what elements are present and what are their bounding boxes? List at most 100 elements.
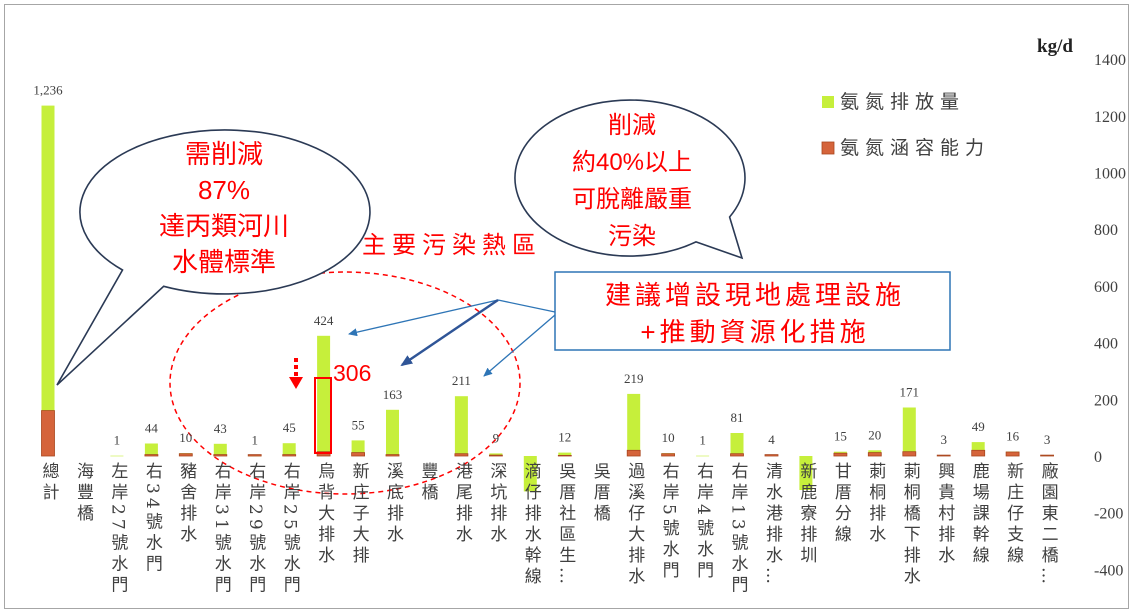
x-tick-label: 莿桐排水 bbox=[865, 462, 886, 546]
y-tick-label: 1000 bbox=[1094, 166, 1126, 183]
data-label: 44 bbox=[145, 421, 159, 436]
x-tick-label: 深坑排水 bbox=[486, 462, 507, 546]
emission-bar bbox=[558, 452, 572, 456]
emission-bar bbox=[110, 455, 124, 457]
emission-bar bbox=[41, 105, 55, 456]
capacity-bar bbox=[867, 452, 882, 457]
x-tick-label: 新庄仔支線 bbox=[1003, 462, 1024, 567]
data-label: 9 bbox=[493, 430, 500, 445]
right-callout-line: 可脫離嚴重 bbox=[572, 186, 692, 213]
x-tick-label: 豐橋 bbox=[417, 462, 438, 504]
emission-bar bbox=[454, 396, 468, 456]
capacity-bar bbox=[178, 453, 193, 457]
emission-bar bbox=[627, 393, 641, 456]
capacity-bar bbox=[936, 454, 951, 457]
data-label: 1 bbox=[699, 433, 706, 448]
x-tick-label: 豬舍排水 bbox=[176, 462, 197, 546]
capacity-bar bbox=[247, 454, 262, 457]
x-tick-label: 總計 bbox=[38, 462, 59, 504]
arrow-to-211-label bbox=[483, 314, 556, 377]
x-tick-label: 滴仔排水幹線 bbox=[520, 462, 541, 588]
emission-bar bbox=[213, 443, 227, 456]
suggestion-box bbox=[554, 271, 951, 351]
x-tick-label: 吳厝橋 bbox=[589, 462, 610, 525]
right-callout-bubble bbox=[514, 99, 746, 260]
y-tick-label: 400 bbox=[1094, 336, 1118, 353]
left-callout-line: 水體標準 bbox=[172, 247, 276, 277]
data-label: 1 bbox=[114, 433, 121, 448]
x-tick-label: 右岸25號水門 bbox=[279, 462, 300, 597]
capacity-bar bbox=[730, 453, 744, 457]
reduction-value-label: 306 bbox=[333, 360, 371, 386]
right-callout-line: 污染 bbox=[608, 223, 656, 250]
left-callout-line: 達丙類河川 bbox=[159, 211, 289, 241]
y-tick-label: -400 bbox=[1094, 562, 1123, 579]
data-label: 171 bbox=[900, 385, 920, 400]
bar-series-group bbox=[41, 105, 1054, 492]
capacity-bar bbox=[764, 454, 779, 457]
left-callout-line: 需削減 bbox=[185, 139, 263, 169]
arrow-to-424-label bbox=[348, 299, 499, 337]
y-tick-label: 1400 bbox=[1094, 52, 1126, 69]
x-tick-label: 港尾排水 bbox=[451, 462, 472, 546]
data-label: 1,236 bbox=[33, 83, 63, 98]
capacity-bar bbox=[971, 449, 986, 457]
x-tick-label: 清水港排水… bbox=[762, 462, 782, 588]
x-tick-label: 右岸5號水門 bbox=[658, 462, 679, 582]
legend-label-emission: 氨氮排放量 bbox=[840, 91, 965, 113]
data-label: 4 bbox=[768, 432, 775, 447]
emission-bar bbox=[696, 455, 710, 457]
data-label: 10 bbox=[662, 430, 675, 445]
suggestion-line: 建議增設現地處理設施 bbox=[605, 280, 905, 310]
y-axis-tick-group: 1400 1200 1000 800 600 400 200 0 -200 -400 bbox=[1094, 52, 1126, 579]
x-tick-label: 吳厝社區生… bbox=[555, 462, 576, 588]
arrow-connector-line bbox=[497, 299, 556, 313]
capacity-bar bbox=[557, 454, 572, 457]
data-label: 20 bbox=[868, 427, 881, 442]
emission-bar bbox=[799, 456, 813, 490]
data-label: 15 bbox=[834, 429, 847, 444]
capacity-bar bbox=[282, 454, 297, 457]
x-tick-label: 新鹿寮排圳 bbox=[796, 462, 817, 567]
emission-bar bbox=[386, 409, 399, 456]
right-callout-line: 約40%以上 bbox=[572, 149, 692, 176]
data-label: 3 bbox=[1044, 432, 1051, 447]
capacity-bar bbox=[626, 449, 641, 457]
chart-frame bbox=[4, 4, 1129, 609]
emission-bar bbox=[144, 443, 158, 456]
capacity-bar bbox=[1040, 454, 1054, 457]
emission-bar bbox=[351, 440, 365, 456]
capacity-bar bbox=[41, 410, 55, 457]
data-label: 43 bbox=[214, 421, 227, 436]
x-tick-label: 鹿場課幹線 bbox=[968, 462, 989, 567]
x-tick-label: 新庄子大排 bbox=[348, 462, 369, 567]
capacity-bar bbox=[454, 453, 469, 457]
data-label: 163 bbox=[383, 387, 403, 402]
x-tick-label: 右34號水門 bbox=[141, 462, 162, 576]
y-tick-label: 200 bbox=[1094, 392, 1118, 409]
emission-bar bbox=[730, 433, 744, 456]
y-tick-label: -200 bbox=[1094, 506, 1123, 523]
x-tick-label: 興貴村排水 bbox=[934, 462, 955, 567]
hotspot-circle bbox=[169, 271, 521, 495]
x-tick-label: 海豐橋 bbox=[73, 462, 93, 525]
data-label: 12 bbox=[558, 430, 571, 445]
y-tick-label: 1200 bbox=[1094, 109, 1126, 126]
capacity-bar bbox=[488, 454, 503, 457]
y-axis-unit: kg/d bbox=[1037, 36, 1073, 57]
capacity-bar bbox=[833, 452, 848, 457]
emission-bar bbox=[523, 456, 537, 492]
emission-bar bbox=[902, 407, 916, 456]
x-tick-label: 右岸4號水門 bbox=[693, 462, 714, 582]
x-tick-label: 過溪仔大排水 bbox=[624, 462, 645, 588]
hotspot-label: 主要污染熱區 bbox=[362, 232, 542, 259]
data-label: 3 bbox=[940, 432, 947, 447]
data-label: 424 bbox=[314, 313, 334, 328]
data-label: 219 bbox=[624, 371, 644, 386]
y-tick-label: 0 bbox=[1094, 449, 1102, 466]
x-tick-label: 溪底排水 bbox=[383, 462, 403, 546]
capacity-bar bbox=[351, 452, 366, 457]
